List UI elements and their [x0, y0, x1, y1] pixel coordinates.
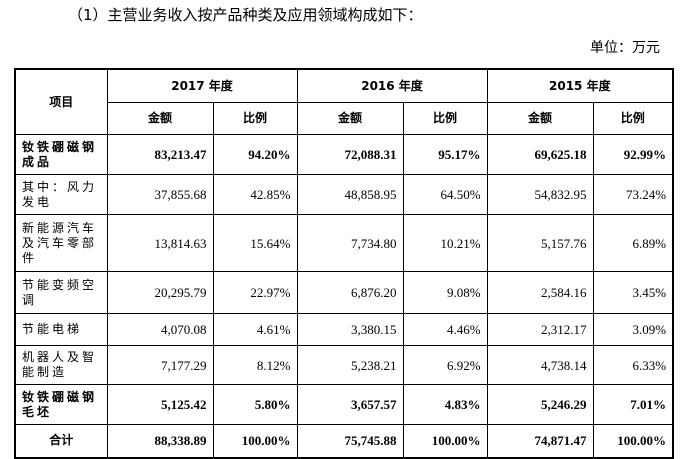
amount-cell: 3,380.15	[296, 313, 404, 346]
amount-cell: 5,157.76	[486, 214, 594, 272]
table-row-total: 合计 88,338.89 100.00% 75,745.88 100.00% 7…	[14, 424, 674, 458]
amount-cell: 20,295.79	[106, 271, 214, 314]
table-row: 机器人及智能制造 7,177.29 8.12% 5,238.21 6.92% 4…	[14, 345, 674, 385]
revenue-table: 项目 2017 年度 2016 年度 2015 年度 金额 比例 金额 比例 金…	[14, 68, 675, 459]
ratio-cell: 42.85%	[212, 174, 298, 215]
ratio-cell: 4.61%	[212, 313, 298, 346]
amount-cell: 6,876.20	[296, 271, 404, 314]
row-label: 新能源汽车及汽车零部件	[14, 214, 108, 272]
table-row: 钕铁硼磁钢成品 83,213.47 94.20% 72,088.31 95.17…	[14, 134, 674, 175]
ratio-cell: 6.89%	[592, 214, 674, 272]
year-header-2015: 2015 年度	[486, 68, 674, 103]
ratio-cell: 22.97%	[212, 271, 298, 314]
row-label: 钕铁硼磁钢毛坯	[14, 384, 108, 425]
ratio-cell: 64.50%	[402, 174, 488, 215]
ratio-cell: 6.92%	[402, 345, 488, 385]
ratio-cell: 3.45%	[592, 271, 674, 314]
unit-label: 单位：万元	[590, 40, 660, 56]
amount-cell: 37,855.68	[106, 174, 214, 215]
amount-cell: 2,584.16	[486, 271, 594, 314]
amount-cell: 75,745.88	[296, 424, 404, 458]
row-label: 钕铁硼磁钢成品	[14, 134, 108, 175]
amount-cell: 48,858.95	[296, 174, 404, 215]
amount-cell: 7,734.80	[296, 214, 404, 272]
ratio-cell: 100.00%	[212, 424, 298, 458]
amount-cell: 4,738.14	[486, 345, 594, 385]
table-row: 新能源汽车及汽车零部件 13,814.63 15.64% 7,734.80 10…	[14, 214, 674, 272]
ratio-cell: 9.08%	[402, 271, 488, 314]
amount-cell: 4,070.08	[106, 313, 214, 346]
ratio-cell: 94.20%	[212, 134, 298, 175]
amount-cell: 74,871.47	[486, 424, 594, 458]
section-heading: （1）主营业务收入按产品种类及应用领域构成如下：	[68, 6, 423, 24]
ratio-cell: 73.24%	[592, 174, 674, 215]
year-header-2017: 2017 年度	[106, 68, 298, 103]
amount-header: 金额	[296, 102, 404, 135]
row-label: 机器人及智能制造	[14, 345, 108, 385]
amount-cell: 2,312.17	[486, 313, 594, 346]
ratio-cell: 3.09%	[592, 313, 674, 346]
table-row: 其中：风力发电 37,855.68 42.85% 48,858.95 64.50…	[14, 174, 674, 215]
ratio-cell: 15.64%	[212, 214, 298, 272]
year-header-2016: 2016 年度	[296, 68, 488, 103]
ratio-cell: 100.00%	[402, 424, 488, 458]
amount-cell: 5,246.29	[486, 384, 594, 425]
ratio-cell: 4.83%	[402, 384, 488, 425]
ratio-cell: 4.46%	[402, 313, 488, 346]
ratio-cell: 10.21%	[402, 214, 488, 272]
ratio-cell: 6.33%	[592, 345, 674, 385]
ratio-header: 比例	[402, 102, 488, 135]
ratio-cell: 95.17%	[402, 134, 488, 175]
amount-cell: 83,213.47	[106, 134, 214, 175]
ratio-cell: 5.80%	[212, 384, 298, 425]
ratio-cell: 8.12%	[212, 345, 298, 385]
amount-cell: 3,657.57	[296, 384, 404, 425]
amount-cell: 13,814.63	[106, 214, 214, 272]
ratio-cell: 7.01%	[592, 384, 674, 425]
row-label: 合计	[14, 424, 108, 458]
table-row: 节能变频空调 20,295.79 22.97% 6,876.20 9.08% 2…	[14, 271, 674, 314]
amount-cell: 5,125.42	[106, 384, 214, 425]
table-row: 节能电梯 4,070.08 4.61% 3,380.15 4.46% 2,312…	[14, 313, 674, 346]
amount-cell: 7,177.29	[106, 345, 214, 385]
row-label: 节能电梯	[14, 313, 108, 346]
ratio-cell: 100.00%	[592, 424, 674, 458]
amount-cell: 69,625.18	[486, 134, 594, 175]
amount-header: 金额	[106, 102, 214, 135]
row-label: 其中：风力发电	[14, 174, 108, 215]
amount-cell: 5,238.21	[296, 345, 404, 385]
amount-cell: 54,832.95	[486, 174, 594, 215]
ratio-header: 比例	[592, 102, 674, 135]
amount-header: 金额	[486, 102, 594, 135]
table-row: 钕铁硼磁钢毛坯 5,125.42 5.80% 3,657.57 4.83% 5,…	[14, 384, 674, 425]
ratio-header: 比例	[212, 102, 298, 135]
row-label: 节能变频空调	[14, 271, 108, 314]
amount-cell: 72,088.31	[296, 134, 404, 175]
item-header: 项目	[14, 68, 108, 135]
amount-cell: 88,338.89	[106, 424, 214, 458]
ratio-cell: 92.99%	[592, 134, 674, 175]
